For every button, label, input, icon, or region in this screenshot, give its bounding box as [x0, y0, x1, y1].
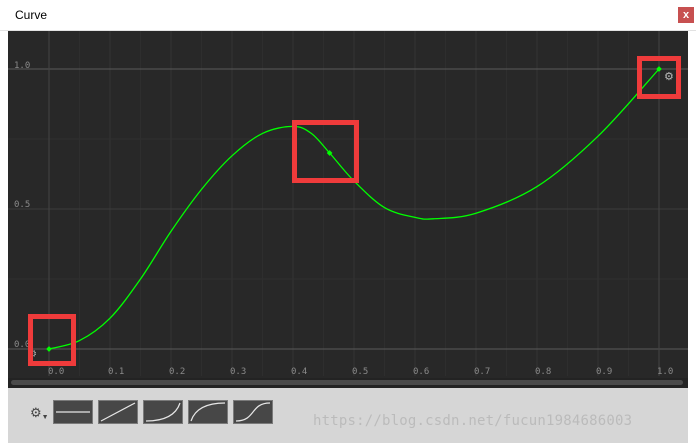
preset-linear-icon	[100, 402, 136, 422]
preset-linear[interactable]	[98, 400, 138, 424]
preset-ease-in[interactable]	[143, 400, 183, 424]
close-button[interactable]: x	[678, 7, 694, 23]
preset-ease-in-out-icon	[235, 402, 271, 422]
x-tick-label: 0.1	[108, 367, 125, 377]
scrollbar-thumb[interactable]	[11, 380, 683, 385]
x-tick-label: 0.7	[474, 367, 491, 377]
highlight-box-end-key	[637, 56, 681, 99]
preset-ease-out[interactable]	[188, 400, 228, 424]
watermark-text: https://blog.csdn.net/fucun1984686003	[313, 413, 633, 429]
curve-graph[interactable]	[8, 31, 688, 388]
window-titlebar: Curve x	[0, 0, 696, 31]
preset-ease-out-icon	[190, 402, 226, 422]
preset-flat[interactable]	[53, 400, 93, 424]
keyframe-point[interactable]	[656, 66, 662, 72]
preset-ease-in-icon	[145, 402, 181, 422]
highlight-box-mid-key	[292, 120, 359, 183]
x-tick-label: 0.9	[596, 367, 613, 377]
x-tick-label: 0.0	[48, 367, 65, 377]
x-tick-label: 0.3	[230, 367, 247, 377]
preset-flat-icon	[56, 411, 90, 413]
window-title: Curve	[15, 8, 48, 22]
horizontal-scrollbar[interactable]	[8, 378, 688, 388]
preset-toolbar: ⚙▼	[8, 388, 688, 443]
highlight-box-start-key	[28, 314, 76, 366]
x-tick-label: 0.4	[291, 367, 308, 377]
x-tick-label: 0.8	[535, 367, 552, 377]
curve-editor[interactable]: 1.0 0.5 0.0 0.0 0.1 0.2 0.3 0.4 0.5 0.6 …	[8, 31, 688, 388]
x-tick-label: 0.6	[413, 367, 430, 377]
curve-line	[48, 68, 660, 350]
grid-lines	[8, 31, 688, 376]
y-tick-label: 1.0	[14, 61, 31, 71]
x-tick-label: 0.5	[352, 367, 369, 377]
y-tick-label: 0.0	[14, 340, 31, 350]
x-tick-label: 0.2	[169, 367, 186, 377]
y-tick-label: 0.5	[14, 200, 31, 210]
preset-ease-in-out[interactable]	[233, 400, 273, 424]
key-gear-icon[interactable]: ⚙	[664, 71, 674, 83]
keyframe-point[interactable]	[326, 150, 333, 156]
gear-dropdown-icon[interactable]: ⚙▼	[30, 405, 49, 421]
x-tick-label: 1.0	[657, 367, 674, 377]
